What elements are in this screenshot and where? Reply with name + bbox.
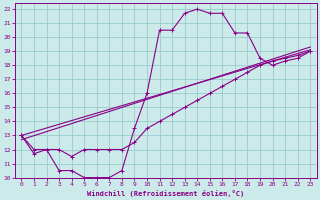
X-axis label: Windchill (Refroidissement éolien,°C): Windchill (Refroidissement éolien,°C) <box>87 190 244 197</box>
